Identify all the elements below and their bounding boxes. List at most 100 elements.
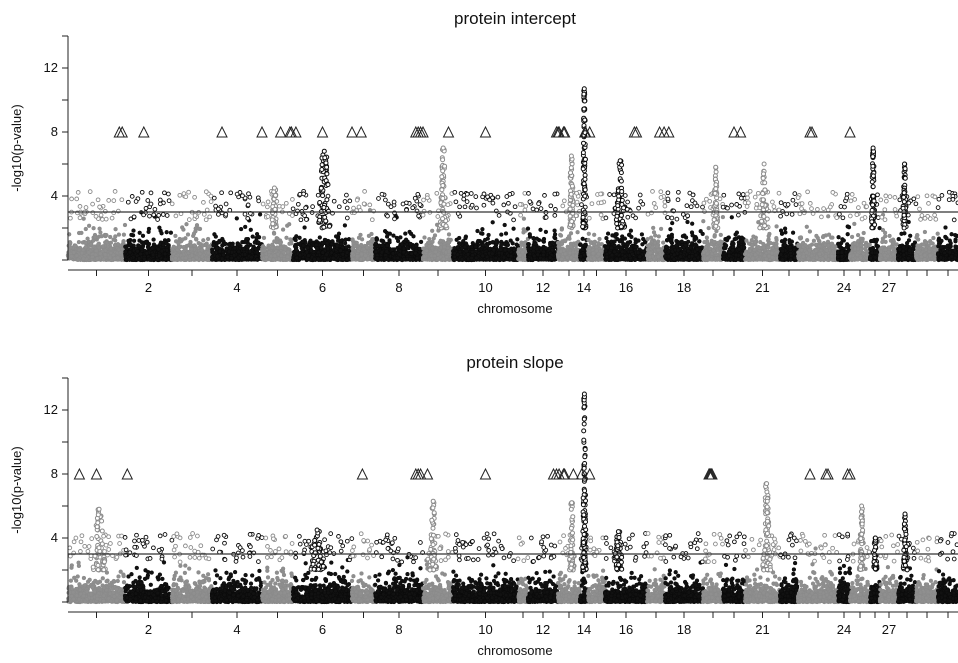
data-point bbox=[192, 213, 198, 218]
data-point bbox=[474, 255, 479, 261]
data-point bbox=[338, 241, 344, 247]
data-point bbox=[298, 217, 304, 223]
data-point bbox=[254, 235, 259, 241]
data-point bbox=[247, 249, 253, 254]
data-point bbox=[269, 253, 274, 259]
data-point bbox=[290, 206, 296, 212]
data-point bbox=[141, 212, 146, 218]
data-point bbox=[103, 252, 108, 257]
data-point bbox=[233, 257, 238, 262]
data-point bbox=[422, 254, 427, 259]
data-point bbox=[183, 194, 189, 200]
data-point bbox=[402, 257, 407, 262]
peak-point bbox=[321, 148, 327, 154]
data-point bbox=[324, 171, 330, 177]
data-point bbox=[511, 226, 516, 231]
data-point bbox=[532, 245, 537, 250]
data-point bbox=[83, 226, 88, 232]
data-point bbox=[255, 257, 260, 262]
data-point bbox=[86, 250, 91, 255]
data-point bbox=[531, 235, 536, 241]
data-point bbox=[476, 238, 481, 244]
data-point bbox=[173, 213, 179, 219]
data-point bbox=[76, 247, 82, 252]
data-point bbox=[335, 243, 340, 248]
data-point bbox=[189, 253, 195, 258]
data-point bbox=[335, 238, 341, 243]
data-point bbox=[373, 249, 379, 254]
data-point bbox=[245, 202, 251, 208]
data-point bbox=[93, 213, 99, 219]
data-point bbox=[150, 246, 155, 251]
data-point bbox=[333, 234, 339, 239]
data-point bbox=[271, 257, 276, 262]
data-point bbox=[417, 246, 422, 252]
data-point bbox=[452, 251, 457, 256]
data-point bbox=[203, 217, 209, 223]
data-point bbox=[166, 198, 172, 204]
data-point bbox=[245, 216, 251, 221]
data-point bbox=[379, 191, 385, 197]
data-point bbox=[515, 237, 520, 242]
data-point bbox=[442, 163, 448, 169]
data-point bbox=[391, 233, 396, 238]
data-point bbox=[473, 194, 479, 199]
data-point bbox=[401, 246, 407, 251]
data-point bbox=[129, 194, 135, 199]
data-point bbox=[306, 253, 311, 258]
data-point bbox=[83, 205, 89, 210]
data-point bbox=[302, 213, 307, 218]
data-point bbox=[206, 257, 211, 262]
data-point bbox=[164, 213, 170, 218]
data-point bbox=[361, 201, 367, 207]
data-point bbox=[520, 250, 525, 255]
data-point bbox=[287, 222, 292, 227]
data-point bbox=[192, 243, 197, 248]
data-point bbox=[74, 196, 80, 202]
data-point bbox=[254, 231, 260, 237]
data-point bbox=[97, 226, 102, 231]
data-point bbox=[363, 253, 368, 258]
data-point bbox=[161, 242, 166, 248]
data-point bbox=[314, 246, 320, 251]
data-point bbox=[95, 256, 100, 261]
data-point bbox=[116, 232, 122, 237]
data-point bbox=[221, 252, 226, 258]
data-point bbox=[553, 207, 558, 212]
data-point bbox=[399, 242, 405, 247]
data-point bbox=[552, 235, 557, 240]
data-point bbox=[98, 212, 104, 218]
data-point bbox=[151, 212, 157, 218]
data-point bbox=[184, 222, 189, 227]
data-point bbox=[265, 214, 271, 219]
data-point bbox=[368, 241, 373, 247]
data-point bbox=[522, 240, 527, 246]
data-point bbox=[530, 206, 536, 212]
data-point bbox=[104, 232, 109, 238]
data-point bbox=[412, 195, 418, 201]
data-point bbox=[271, 231, 277, 236]
data-point bbox=[246, 191, 251, 197]
data-point bbox=[302, 225, 307, 230]
data-point bbox=[496, 213, 502, 218]
data-point bbox=[164, 230, 169, 235]
data-point bbox=[115, 242, 121, 247]
data-point bbox=[501, 202, 507, 208]
data-point bbox=[359, 237, 365, 242]
data-point bbox=[384, 249, 389, 254]
data-point bbox=[413, 243, 419, 248]
data-point bbox=[373, 241, 378, 246]
data-point bbox=[252, 240, 257, 245]
data-point bbox=[312, 256, 317, 262]
data-point bbox=[490, 220, 495, 225]
data-point bbox=[211, 242, 216, 248]
data-point bbox=[240, 193, 245, 199]
data-point bbox=[148, 190, 154, 196]
data-point bbox=[517, 202, 523, 207]
data-point bbox=[505, 242, 511, 248]
data-point bbox=[279, 253, 284, 258]
data-point bbox=[443, 223, 449, 229]
data-point bbox=[496, 250, 502, 256]
data-point bbox=[92, 235, 98, 240]
data-point bbox=[440, 157, 446, 163]
